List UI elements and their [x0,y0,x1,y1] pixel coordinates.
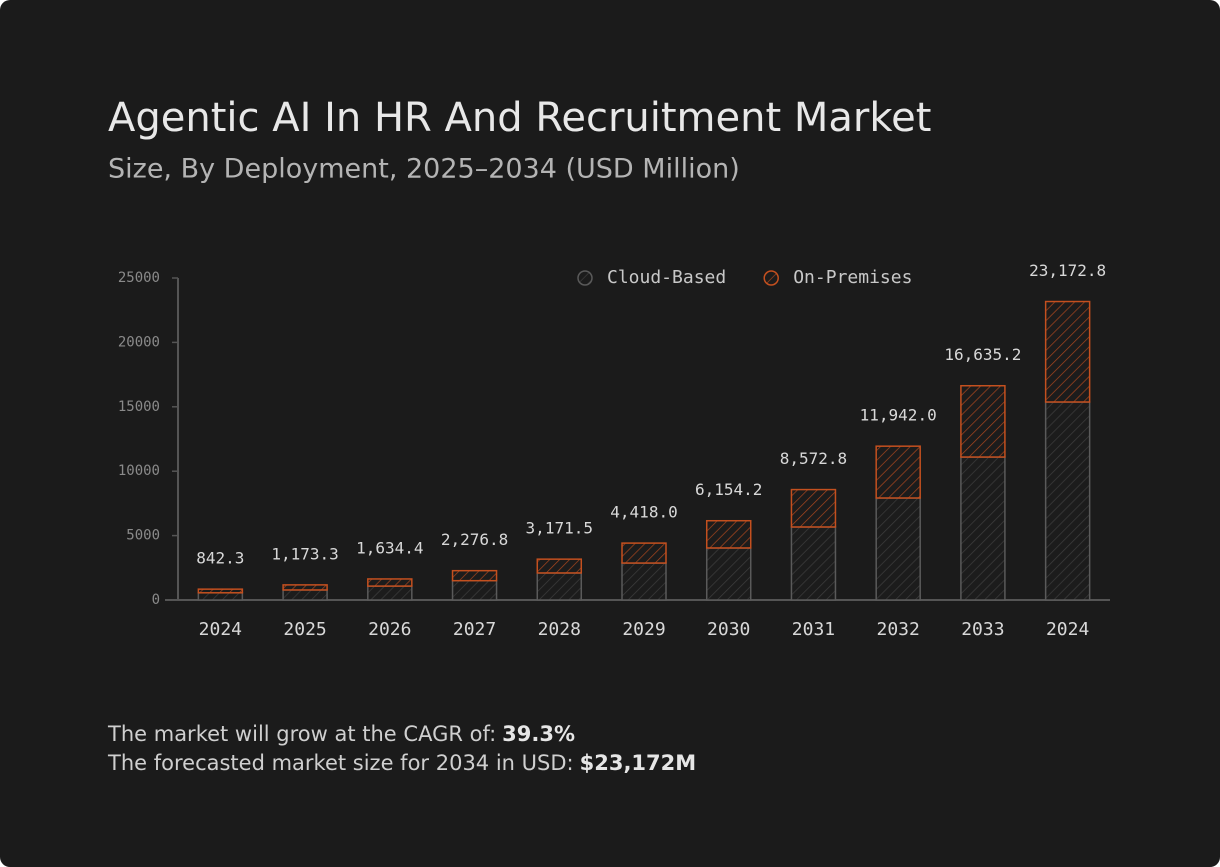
forecast-label: The forecasted market size for 2034 in U… [108,751,574,775]
x-tick-label: 2032 [877,619,920,640]
total-label: 8,572.8 [780,449,847,468]
y-tick-label: 10000 [118,463,160,479]
bar-segment [790,526,837,601]
total-label: 3,171.5 [526,519,593,538]
bar-segment [1044,401,1091,601]
chart-title: Agentic AI In HR And Recruitment Market [108,95,931,141]
y-tick-label: 20000 [118,334,160,350]
bar-segment [705,519,752,549]
x-tick-label: 2024 [199,619,242,640]
legend-label: Cloud-Based [607,267,726,288]
forecast-note: The forecasted market size for 2034 in U… [108,749,696,778]
total-label: 1,173.3 [271,544,338,563]
bar-segment [282,584,328,591]
y-tick-label: 15000 [118,399,160,415]
bar-segment [282,589,328,601]
bar-segment [197,588,244,594]
bar-segment [790,488,837,528]
total-label: 4,418.0 [610,503,677,522]
total-label: 16,635.2 [944,345,1021,364]
legend-swatch [763,270,779,286]
x-tick-label: 2025 [283,619,326,640]
total-label: 23,172.8 [1029,261,1106,280]
x-tick-label: 2031 [792,619,835,640]
x-tick-label: 2024 [1046,619,1089,640]
total-label: 11,942.0 [860,406,937,425]
legend-label: On-Premises [793,267,912,288]
bar-segment [705,547,752,601]
x-tick-label: 2033 [961,619,1004,640]
bar-segment [451,579,498,601]
total-label: 842.3 [196,549,244,568]
chart-subtitle: Size, By Deployment, 2025–2034 (USD Mill… [108,154,740,185]
bar-segment [536,572,583,601]
cagr-note: The market will grow at the CAGR of: 39.3… [108,720,696,749]
forecast-value: $23,172M [579,751,697,775]
bar-segment [621,542,667,564]
y-tick-label: 25000 [118,270,160,286]
bar-segment [536,558,583,574]
bar-segment [367,585,413,601]
cagr-value: 39.3% [502,722,576,746]
bar-segment [621,562,667,601]
x-tick-label: 2027 [453,619,496,640]
bar-segment [875,445,921,499]
bar-segment [367,578,413,587]
total-label: 2,276.8 [441,530,508,549]
x-tick-label: 2030 [707,619,750,640]
y-tick-label: 5000 [126,528,160,544]
x-tick-label: 2029 [622,619,665,640]
x-tick-label: 2026 [368,619,411,640]
bar-segment [1044,300,1091,403]
notes: The market will grow at the CAGR of: 39.3… [108,720,696,778]
bar-segment [875,497,921,601]
cagr-label: The market will grow at the CAGR of: [108,722,497,746]
bar-segment [451,569,498,582]
bar-segment [960,456,1006,601]
total-label: 1,634.4 [356,538,423,557]
y-tick-label: 0 [152,592,160,608]
total-label: 6,154.2 [695,480,762,499]
bar-segment [197,592,244,601]
legend-swatch [577,270,593,286]
bar-segment [960,384,1006,458]
x-tick-label: 2028 [538,619,581,640]
